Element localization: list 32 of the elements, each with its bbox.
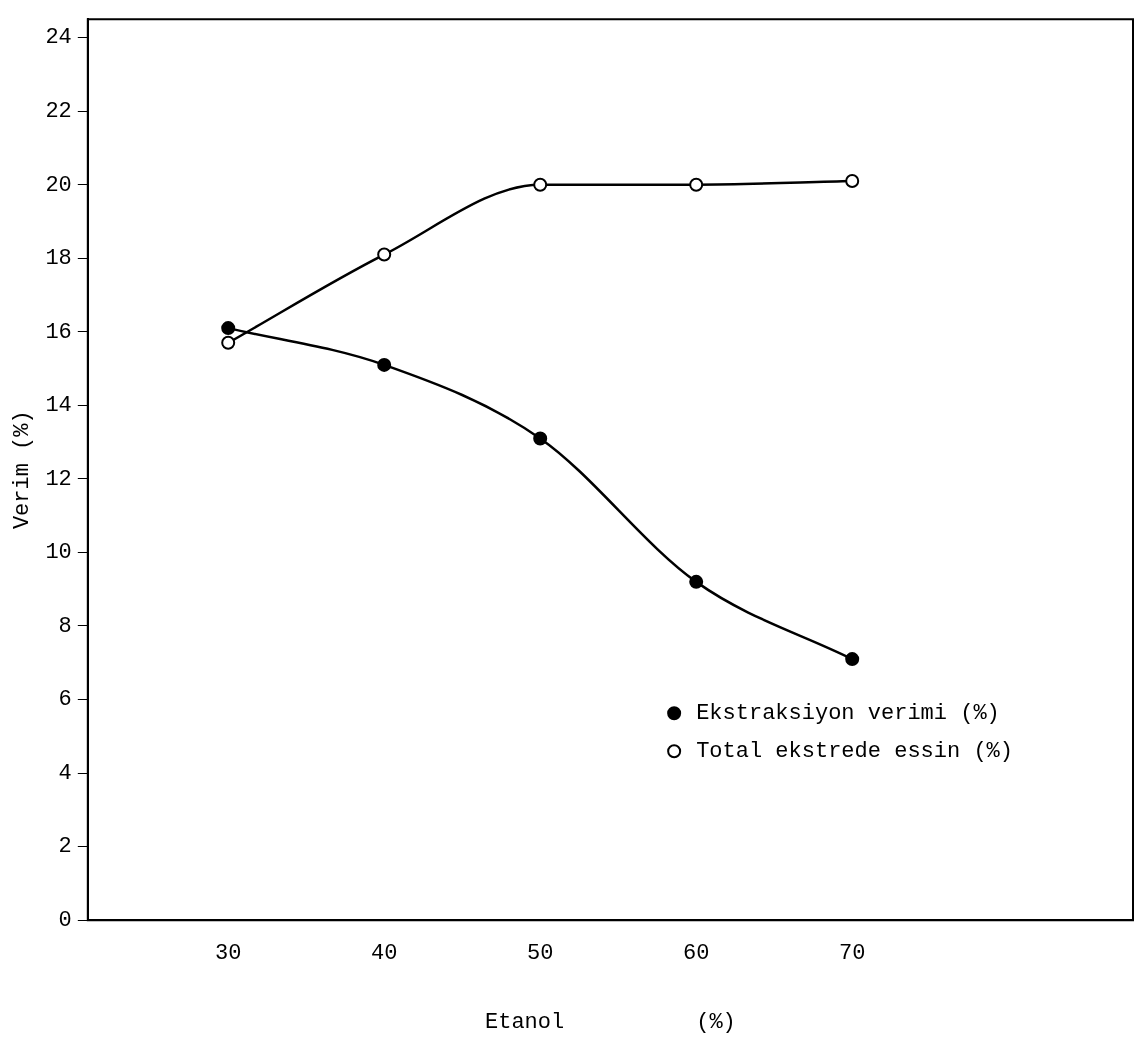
legend-label: Total ekstrede essin (%) [696, 739, 1014, 765]
y-tick-label: 0 [58, 908, 72, 934]
y-tick-label: 18 [45, 246, 72, 272]
y-tick-label: 22 [45, 98, 72, 124]
y-tick-label: 12 [45, 466, 72, 492]
point [689, 574, 704, 589]
y-tick-label: 24 [45, 25, 72, 51]
legend-label: Ekstraksiyon verimi (%) [696, 701, 1000, 727]
y-tick-label: 8 [58, 613, 72, 639]
x-tick-label: 30 [215, 941, 242, 967]
y-tick-label: 16 [45, 319, 72, 345]
point [377, 357, 392, 372]
y-tick-label: 4 [58, 760, 72, 786]
x-tick-label: 60 [683, 941, 710, 967]
y-axis-title: Verim (%) [10, 410, 36, 530]
y-tick-label: 20 [45, 172, 72, 198]
point [221, 335, 236, 350]
x-tick-label: 50 [527, 941, 554, 967]
y-tick-label: 14 [45, 393, 72, 419]
x-tick-label: 70 [839, 941, 866, 967]
point [845, 174, 860, 189]
point [377, 247, 392, 262]
y-tick-label: 2 [58, 834, 72, 860]
point [533, 177, 548, 192]
point [689, 177, 704, 192]
point [221, 321, 236, 336]
y-tick-label: 6 [58, 687, 72, 713]
y-tick-label: 10 [45, 540, 72, 566]
x-axis-title: Etanol (%) [484, 1009, 736, 1035]
point [845, 652, 860, 667]
x-tick-label: 40 [371, 941, 398, 967]
point [533, 431, 548, 446]
